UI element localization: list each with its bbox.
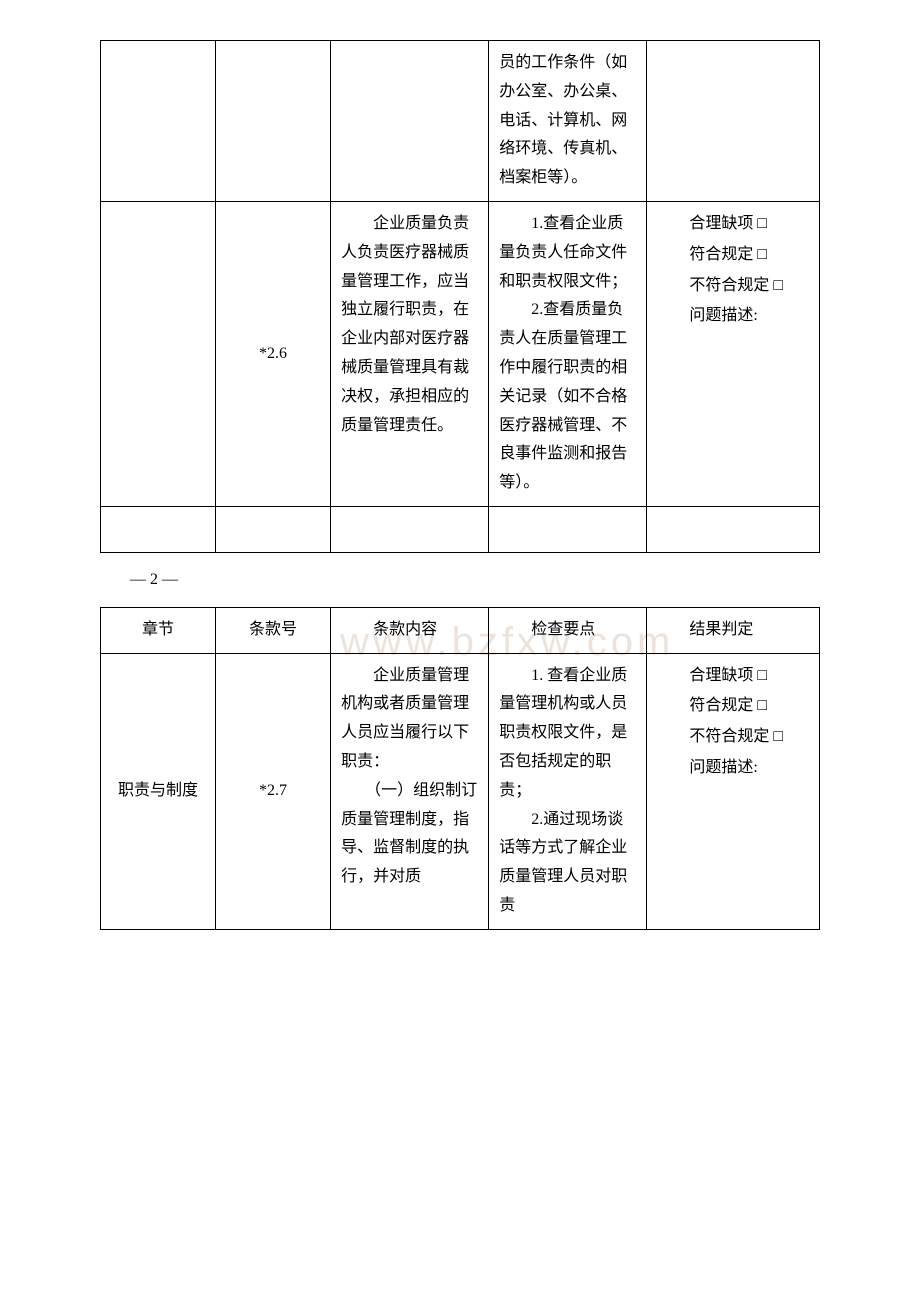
clause-cell: *2.6 — [216, 201, 331, 506]
chapter-cell — [101, 201, 216, 506]
content-para: （一）组织制订质量管理制度，指导、监督制度的执行，并对质 — [341, 777, 478, 892]
result-option: 不符合规定 □ — [657, 272, 809, 301]
check-cell: 1.查看企业质量负责人任命文件和职责权限文件； 2.查看质量负责人在质量管理工作… — [489, 201, 647, 506]
header-check: 检查要点 — [489, 607, 647, 653]
chapter-cell: 职责与制度 — [101, 653, 216, 929]
result-option: 符合规定 □ — [657, 692, 809, 721]
chapter-cell — [101, 41, 216, 202]
result-cell: 合理缺项 □ 符合规定 □ 不符合规定 □ 问题描述: — [647, 653, 820, 929]
header-check-text: 检查要点 — [531, 621, 595, 638]
result-cell: 合理缺项 □ 符合规定 □ 不符合规定 □ 问题描述: — [647, 201, 820, 506]
result-cell — [647, 41, 820, 202]
table-header-row: 章节 条款号 条款内容 检查要点 结果判定 — [101, 607, 820, 653]
content-para: 企业质量管理机构或者质量管理人员应当履行以下职责： — [341, 662, 478, 777]
page-number: — 2 — — [130, 571, 820, 589]
result-option: 问题描述: — [657, 302, 809, 331]
check-point: 2.通过现场谈话等方式了解企业质量管理人员对职责 — [499, 806, 636, 921]
clause-cell — [216, 506, 331, 552]
check-cell — [489, 506, 647, 552]
result-cell — [647, 506, 820, 552]
check-cell: 1. 查看企业质量管理机构或人员职责权限文件，是否包括规定的职责； 2.通过现场… — [489, 653, 647, 929]
check-cell: 员的工作条件（如办公室、办公桌、电话、计算机、网络环境、传真机、档案柜等）。 — [489, 41, 647, 202]
header-clause: 条款号 — [216, 607, 331, 653]
result-option: 符合规定 □ — [657, 241, 809, 270]
header-result: 结果判定 — [647, 607, 820, 653]
result-option: 合理缺项 □ — [657, 662, 809, 691]
table-row: *2.6 企业质量负责人负责医疗器械质量管理工作，应当独立履行职责，在企业内部对… — [101, 201, 820, 506]
content-cell: 企业质量管理机构或者质量管理人员应当履行以下职责： （一）组织制订质量管理制度，… — [331, 653, 489, 929]
content-cell — [331, 41, 489, 202]
header-chapter: 章节 — [101, 607, 216, 653]
table-row: 职责与制度 *2.7 企业质量管理机构或者质量管理人员应当履行以下职责： （一）… — [101, 653, 820, 929]
table-row: 员的工作条件（如办公室、办公桌、电话、计算机、网络环境、传真机、档案柜等）。 — [101, 41, 820, 202]
content-cell — [331, 506, 489, 552]
check-point: 2.查看质量负责人在质量管理工作中履行职责的相关记录（如不合格医疗器械管理、不良… — [499, 296, 636, 498]
check-point: 1.查看企业质量负责人任命文件和职责权限文件； — [499, 210, 636, 296]
result-option: 合理缺项 □ — [657, 210, 809, 239]
check-point: 1. 查看企业质量管理机构或人员职责权限文件，是否包括规定的职责； — [499, 662, 636, 806]
table-row — [101, 506, 820, 552]
clause-cell — [216, 41, 331, 202]
header-content: 条款内容 — [331, 607, 489, 653]
content-cell: 企业质量负责人负责医疗器械质量管理工作，应当独立履行职责，在企业内部对医疗器械质… — [331, 201, 489, 506]
header-content-text: 条款内容 — [373, 621, 437, 638]
checklist-table-lower: 章节 条款号 条款内容 检查要点 结果判定 职责与制度 *2.7 企业质量管理机… — [100, 607, 820, 930]
checklist-table-upper: 员的工作条件（如办公室、办公桌、电话、计算机、网络环境、传真机、档案柜等）。 *… — [100, 40, 820, 553]
clause-cell: *2.7 — [216, 653, 331, 929]
result-option: 不符合规定 □ — [657, 723, 809, 752]
header-result-text: 结果判定 — [689, 621, 753, 638]
chapter-cell — [101, 506, 216, 552]
result-option: 问题描述: — [657, 754, 809, 783]
